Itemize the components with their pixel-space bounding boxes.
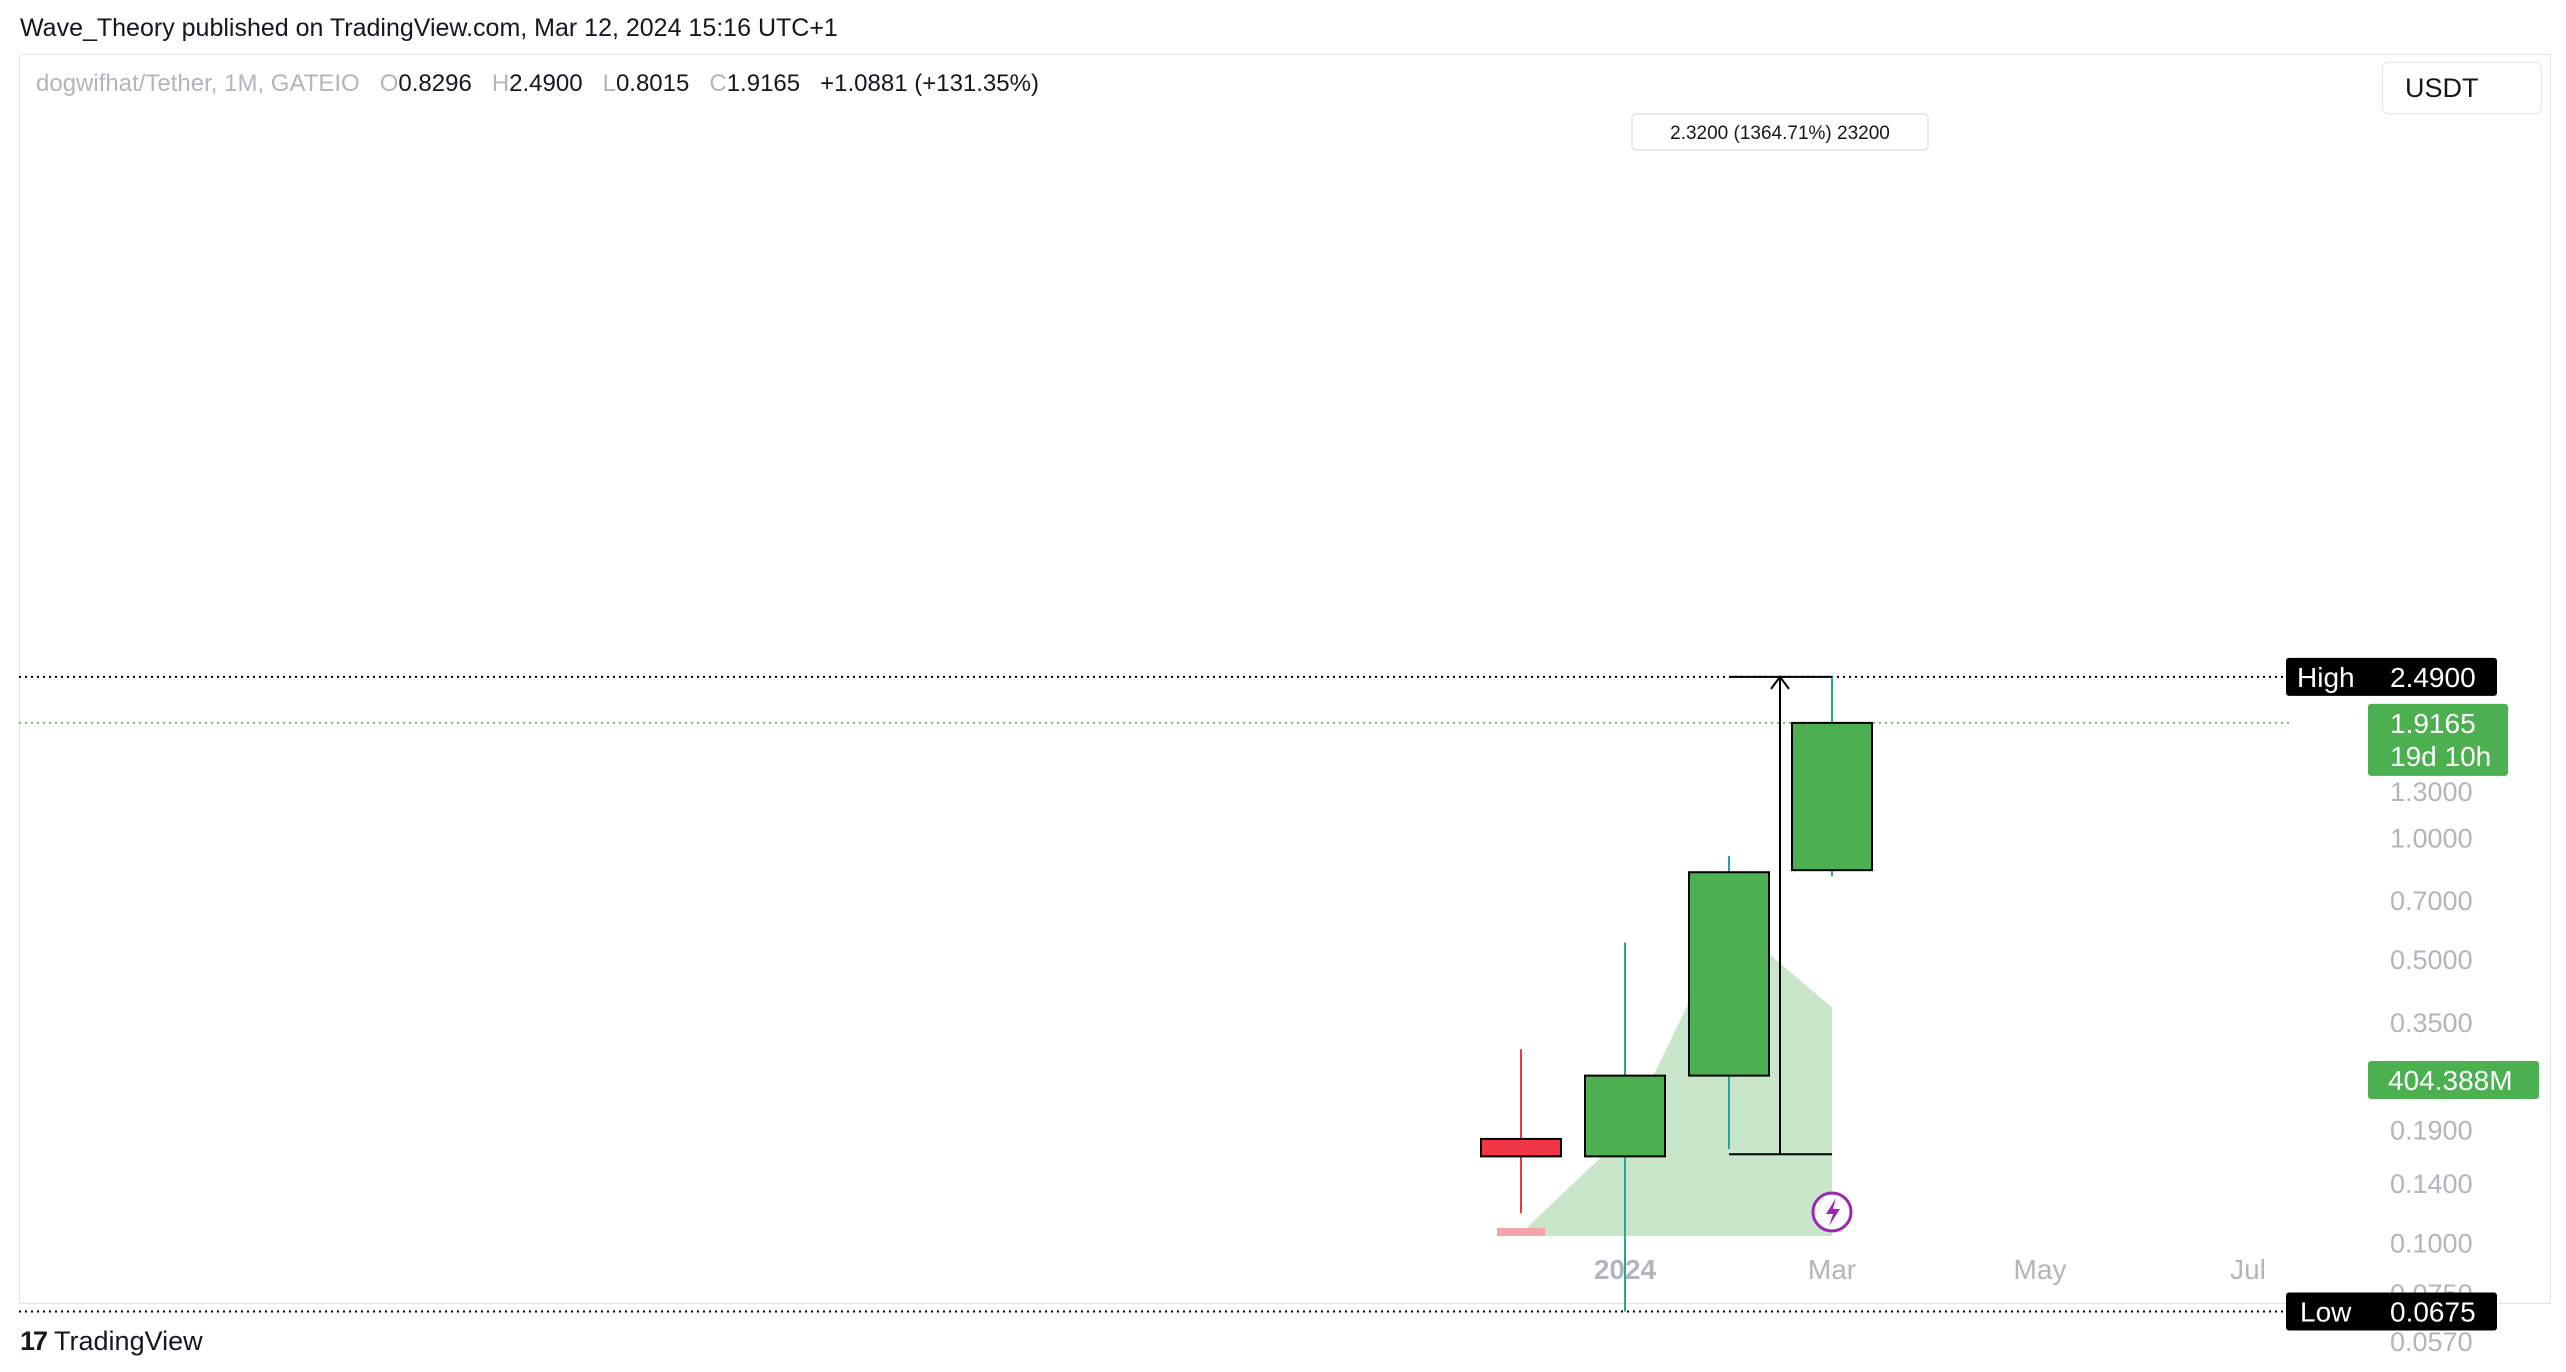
change-value: +1.0881 (+131.35%): [820, 70, 1039, 97]
open-value: 0.8296: [398, 70, 472, 97]
price-axis-label: 0.5000: [2390, 945, 2473, 975]
measure-tool[interactable]: 2.3200 (1364.71%) 23200: [1631, 113, 1929, 1156]
time-axis[interactable]: 2024 Mar May Jul: [1594, 1254, 2266, 1285]
price-axis-label: 0.1900: [2390, 1115, 2473, 1145]
last-price-value: 1.9165: [2390, 708, 2476, 739]
low-tag-value: 0.0675: [2390, 1296, 2476, 1327]
low-label: L: [602, 70, 616, 97]
candle-body: [1584, 1074, 1666, 1158]
price-axis-label: 0.0570: [2390, 1327, 2473, 1357]
measure-arrow-icon: [1770, 675, 1790, 690]
price-axis-label: 1.3000: [2390, 777, 2473, 807]
low-value: 0.8015: [615, 70, 690, 97]
last-price-tag: 1.9165 19d 10h: [2368, 703, 2508, 776]
high-tag: High 2.4900: [2286, 657, 2497, 696]
price-axis-label: 0.7000: [2390, 886, 2473, 916]
symbol-name: dogwifhat/Tether, 1M, GATEIO: [36, 70, 360, 97]
currency-button[interactable]: USDT: [2382, 62, 2542, 114]
high-label: H: [491, 70, 510, 97]
tradingview-logo-text: TradingView: [54, 1326, 203, 1356]
time-axis-label: Mar: [1808, 1254, 1856, 1285]
candle-body: [1791, 721, 1873, 872]
price-axis-label: 0.1000: [2390, 1228, 2473, 1258]
candle-body: [1688, 871, 1770, 1077]
high-tag-label: High: [2297, 662, 2355, 693]
price-axis-label: 0.3500: [2390, 1008, 2473, 1038]
time-axis-label: May: [2014, 1254, 2067, 1285]
published-info: Wave_Theory published on TradingView.com…: [20, 14, 838, 42]
measure-label: 2.3200 (1364.71%) 23200: [1670, 123, 1890, 144]
countdown-value: 19d 10h: [2390, 741, 2491, 772]
low-tag-bg: [2286, 1292, 2497, 1331]
volume-bar-down: [1497, 1228, 1545, 1236]
low-tag: Low 0.0675: [2286, 1292, 2497, 1331]
last-price-tag-bg: [2368, 703, 2508, 776]
volume-value: 404.388M: [2388, 1065, 2513, 1096]
close-value: 1.9165: [726, 70, 801, 97]
lightning-event-icon[interactable]: [1811, 1191, 1853, 1233]
close-label: C: [709, 70, 727, 97]
low-tag-label: Low: [2300, 1296, 2352, 1327]
symbol-legend: dogwifhat/Tether, 1M, GATEIO O0.8296 H2.…: [36, 70, 1039, 98]
volume-tag-bg: [2368, 1061, 2539, 1099]
volume-tag: 404.388M: [2368, 1061, 2539, 1099]
open-label: O: [379, 70, 399, 97]
candle-body: [1480, 1137, 1562, 1158]
time-axis-label: Jul: [2230, 1254, 2266, 1285]
volume-area: [1521, 919, 1832, 1236]
high-tag-bg: [2286, 657, 2497, 696]
measure-label-box: [1631, 113, 1929, 151]
candles-group: [1480, 676, 1873, 1312]
time-axis-label: 2024: [1594, 1254, 1657, 1285]
high-value: 2.4900: [509, 70, 583, 97]
high-tag-value: 2.4900: [2390, 662, 2476, 693]
tradingview-logo-icon: 17: [20, 1326, 48, 1356]
price-axis-label: 0.1400: [2390, 1169, 2473, 1199]
tradingview-logo[interactable]: 17 TradingView: [20, 1326, 203, 1357]
chart-frame[interactable]: [19, 54, 2551, 1304]
price-axis-label: 1.0000: [2390, 823, 2473, 853]
